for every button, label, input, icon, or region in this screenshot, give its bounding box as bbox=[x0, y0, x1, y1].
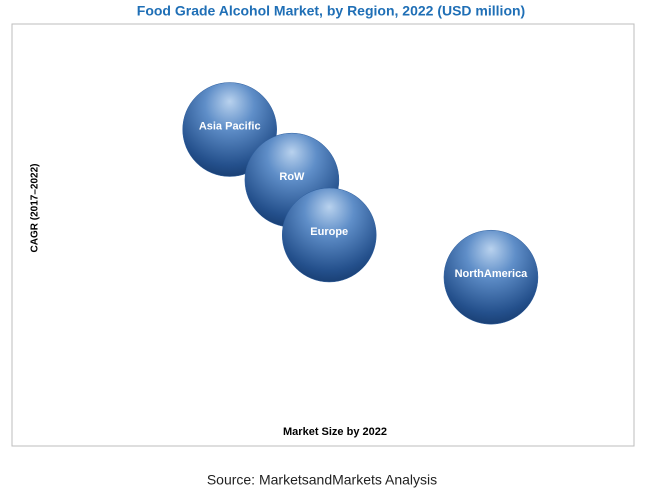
bubble bbox=[182, 82, 277, 177]
bubble bbox=[443, 229, 539, 325]
x-axis-label: Market Size by 2022 bbox=[283, 426, 387, 438]
bubble-label: RoW bbox=[279, 171, 305, 183]
source: Source: MarketsandMarkets Analysis bbox=[207, 472, 437, 488]
bubble-label: Europe bbox=[310, 226, 348, 238]
y-axis-label: CAGR (2017–2022) bbox=[30, 164, 41, 253]
bubble-label: NorthAmerica bbox=[455, 268, 529, 280]
bubble-label: Asia Pacific bbox=[199, 120, 261, 132]
plot-frame bbox=[11, 23, 635, 447]
chart-title: Food Grade Alcohol Market, by Region, 20… bbox=[137, 3, 525, 19]
bubble bbox=[281, 187, 377, 283]
